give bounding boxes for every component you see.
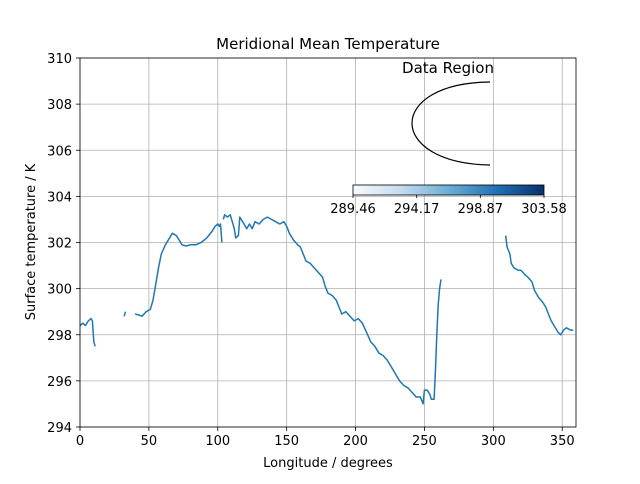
x-axis-label: Longitude / degrees (263, 456, 393, 471)
colorbar-tick-label: 298.87 (458, 202, 504, 217)
x-tick-label: 350 (550, 434, 575, 449)
colorbar-tick-label: 294.17 (394, 202, 440, 217)
colorbar (352, 184, 545, 196)
series-line-segment (123, 311, 127, 317)
series-line-segment (222, 214, 442, 405)
region-arc (411, 81, 491, 166)
axes: 0 50 100 150 200 250 300 350 294 296 298 300 302 304 3… (47, 52, 577, 449)
x-tick-label: 300 (481, 434, 506, 449)
temperature-series (79, 214, 574, 405)
colorbar-tick-label: 289.46 (330, 202, 376, 217)
y-tick-label: 310 (47, 52, 72, 67)
x-tick-label: 50 (141, 434, 158, 449)
colorbar-ticks: 289.46 294.17 298.87 303.58 (330, 195, 567, 217)
chart-title: Meridional Mean Temperature (216, 35, 440, 53)
series-line-segment (134, 223, 223, 318)
y-tick-label: 298 (47, 329, 72, 344)
x-tick-label: 0 (76, 434, 84, 449)
inset-title: Data Region (402, 59, 494, 77)
series-line-segment (79, 317, 96, 347)
y-tick-label: 296 (47, 375, 72, 390)
plot-frame (79, 57, 577, 428)
y-tick-label: 294 (47, 421, 72, 436)
y-tick-label: 304 (47, 190, 72, 205)
x-tick-label: 150 (274, 434, 299, 449)
y-tick-label: 302 (47, 237, 72, 252)
y-tick-label: 306 (47, 144, 72, 159)
series-line-segment (504, 235, 574, 336)
colorbar-tick-label: 303.58 (521, 202, 567, 217)
y-axis-label: Surface temperature / K (24, 163, 39, 320)
y-tick-label: 308 (47, 98, 72, 113)
x-tick-label: 100 (205, 434, 230, 449)
y-tick-label: 300 (47, 283, 72, 298)
x-tick-label: 200 (343, 434, 368, 449)
x-tick-label: 250 (412, 434, 437, 449)
